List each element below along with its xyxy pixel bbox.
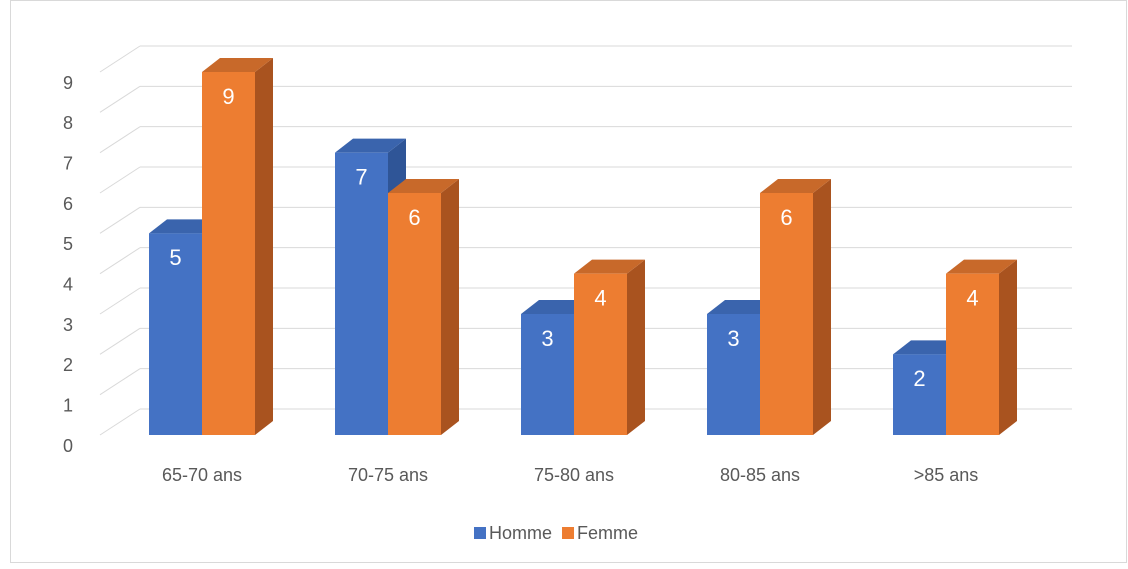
- data-label: 3: [727, 326, 739, 351]
- y-tick-label: 8: [63, 113, 73, 133]
- x-tick-label: >85 ans: [914, 465, 979, 485]
- legend-label: Homme: [489, 523, 552, 543]
- bar-side: [255, 58, 273, 435]
- data-label: 5: [169, 245, 181, 270]
- bar: [149, 233, 202, 435]
- legend-swatch: [562, 527, 575, 539]
- bar: [574, 273, 627, 435]
- y-tick-label: 2: [63, 355, 73, 375]
- bar-side: [627, 259, 645, 435]
- grid-line: [99, 126, 141, 154]
- data-label: 6: [408, 205, 420, 230]
- bar-top: [202, 58, 273, 72]
- grid-line: [99, 85, 141, 113]
- bar: [202, 72, 255, 435]
- data-label: 2: [913, 366, 925, 391]
- x-tick-label: 75-80 ans: [534, 465, 614, 485]
- y-tick-label: 3: [63, 315, 73, 335]
- y-tick-label: 5: [63, 234, 73, 254]
- data-label: 9: [222, 84, 234, 109]
- bar-top: [388, 179, 459, 193]
- grid-line: [99, 166, 141, 194]
- y-tick-label: 1: [63, 395, 73, 415]
- legend-label: Femme: [577, 523, 638, 543]
- data-label: 7: [355, 164, 367, 189]
- x-tick-label: 65-70 ans: [162, 465, 242, 485]
- bar: [707, 314, 760, 435]
- y-tick-label: 6: [63, 194, 73, 214]
- data-label: 4: [966, 285, 978, 310]
- y-tick-label: 4: [63, 274, 73, 294]
- bar: [521, 314, 574, 435]
- grid-line: [99, 287, 141, 315]
- bar: [388, 193, 441, 435]
- y-tick-label: 0: [63, 436, 73, 456]
- grid-line: [99, 368, 141, 396]
- bar-top: [574, 259, 645, 274]
- x-tick-label: 80-85 ans: [720, 465, 800, 485]
- bar-side: [441, 179, 459, 435]
- grid-line: [99, 206, 141, 234]
- bar: [760, 193, 813, 435]
- bar-side: [999, 259, 1017, 435]
- bar-top: [946, 259, 1017, 274]
- grid-line: [99, 247, 141, 275]
- data-label: 6: [780, 205, 792, 230]
- bar: [335, 152, 388, 435]
- x-tick-label: 70-75 ans: [348, 465, 428, 485]
- y-tick-label: 9: [63, 73, 73, 93]
- grid-line: [99, 327, 141, 355]
- bar-top: [335, 138, 406, 153]
- bar-top: [760, 179, 831, 193]
- grid-line: [99, 408, 141, 436]
- bar: [946, 273, 999, 435]
- grid-line: [99, 45, 141, 73]
- data-label: 4: [594, 285, 606, 310]
- legend-swatch: [474, 527, 486, 539]
- bar: [893, 354, 946, 435]
- data-label: 3: [541, 326, 553, 351]
- bar-side: [813, 179, 831, 435]
- y-tick-label: 7: [63, 153, 73, 173]
